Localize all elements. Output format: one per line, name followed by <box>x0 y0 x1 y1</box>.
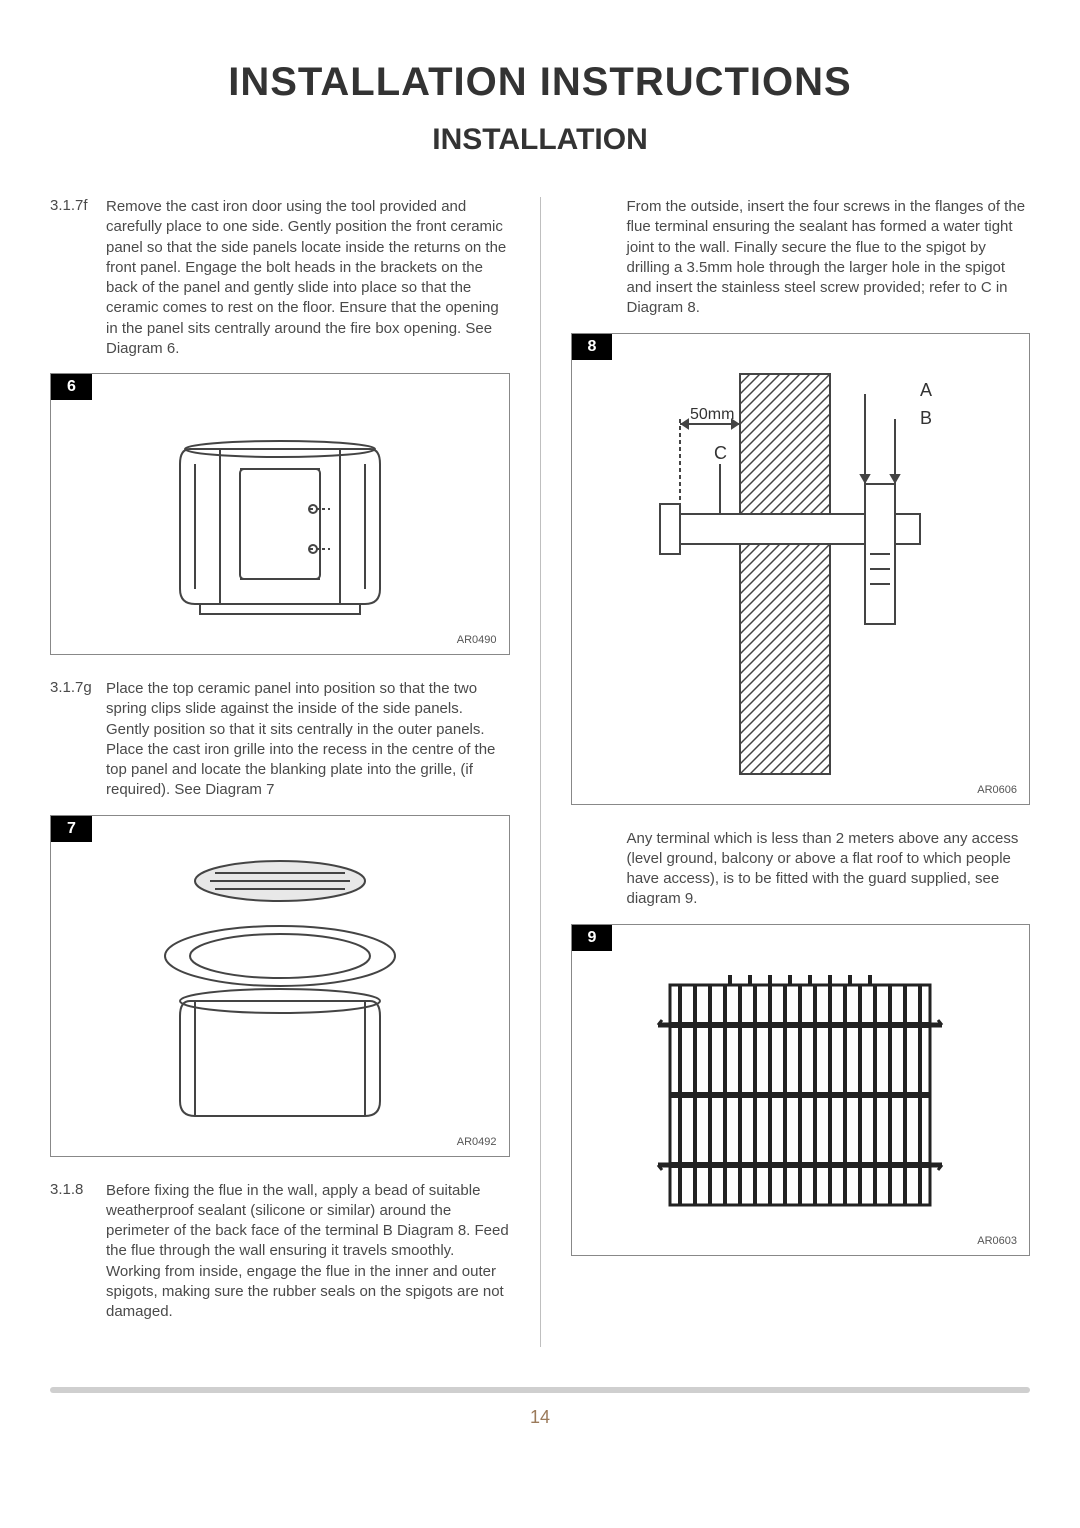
diagram-9-svg <box>630 955 970 1235</box>
paragraph-number: 3.1.7f <box>50 197 106 359</box>
diagram-8-callout-b: B <box>920 408 932 428</box>
diagram-9: 9 <box>571 924 1031 1256</box>
paragraph-right-2: Any terminal which is less than 2 meters… <box>571 829 1031 910</box>
diagram-8-callout-a: A <box>920 380 932 400</box>
sub-title: INSTALLATION <box>50 123 1030 157</box>
paragraph-right-1: From the outside, insert the four screws… <box>571 197 1031 319</box>
paragraph-number <box>571 197 627 319</box>
diagram-8-dim: 50mm <box>690 406 734 423</box>
diagram-8: 8 <box>571 333 1031 805</box>
diagram-6: 6 <box>50 373 510 655</box>
diagram-9-code: AR0603 <box>977 1235 1017 1247</box>
left-column: 3.1.7f Remove the cast iron door using t… <box>50 197 510 1347</box>
two-column-layout: 3.1.7f Remove the cast iron door using t… <box>50 197 1030 1347</box>
paragraph-3-1-8: 3.1.8 Before fixing the flue in the wall… <box>50 1181 510 1323</box>
diagram-8-svg: 50mm A B C <box>610 364 990 784</box>
paragraph-text: Before fixing the flue in the wall, appl… <box>106 1181 510 1323</box>
diagram-7-svg <box>120 851 440 1131</box>
paragraph-3-1-7g: 3.1.7g Place the top ceramic panel into … <box>50 679 510 801</box>
diagram-6-code: AR0490 <box>457 634 497 646</box>
paragraph-number: 3.1.8 <box>50 1181 106 1323</box>
paragraph-text: Any terminal which is less than 2 meters… <box>627 829 1031 910</box>
diagram-7: 7 <box>50 815 510 1157</box>
paragraph-number: 3.1.7g <box>50 679 106 801</box>
main-title: INSTALLATION INSTRUCTIONS <box>50 60 1030 105</box>
paragraph-text: Place the top ceramic panel into positio… <box>106 679 510 801</box>
diagram-8-callout-c: C <box>714 443 727 463</box>
diagram-6-svg <box>130 409 430 629</box>
paragraph-number <box>571 829 627 910</box>
column-divider <box>540 197 541 1347</box>
page-number: 14 <box>50 1407 1030 1428</box>
paragraph-text: Remove the cast iron door using the tool… <box>106 197 510 359</box>
paragraph-3-1-7f: 3.1.7f Remove the cast iron door using t… <box>50 197 510 359</box>
diagram-8-code: AR0606 <box>977 784 1017 796</box>
diagram-7-code: AR0492 <box>457 1136 497 1148</box>
paragraph-text: From the outside, insert the four screws… <box>627 197 1031 319</box>
footer-bar <box>50 1387 1030 1393</box>
right-column: From the outside, insert the four screws… <box>571 197 1031 1347</box>
